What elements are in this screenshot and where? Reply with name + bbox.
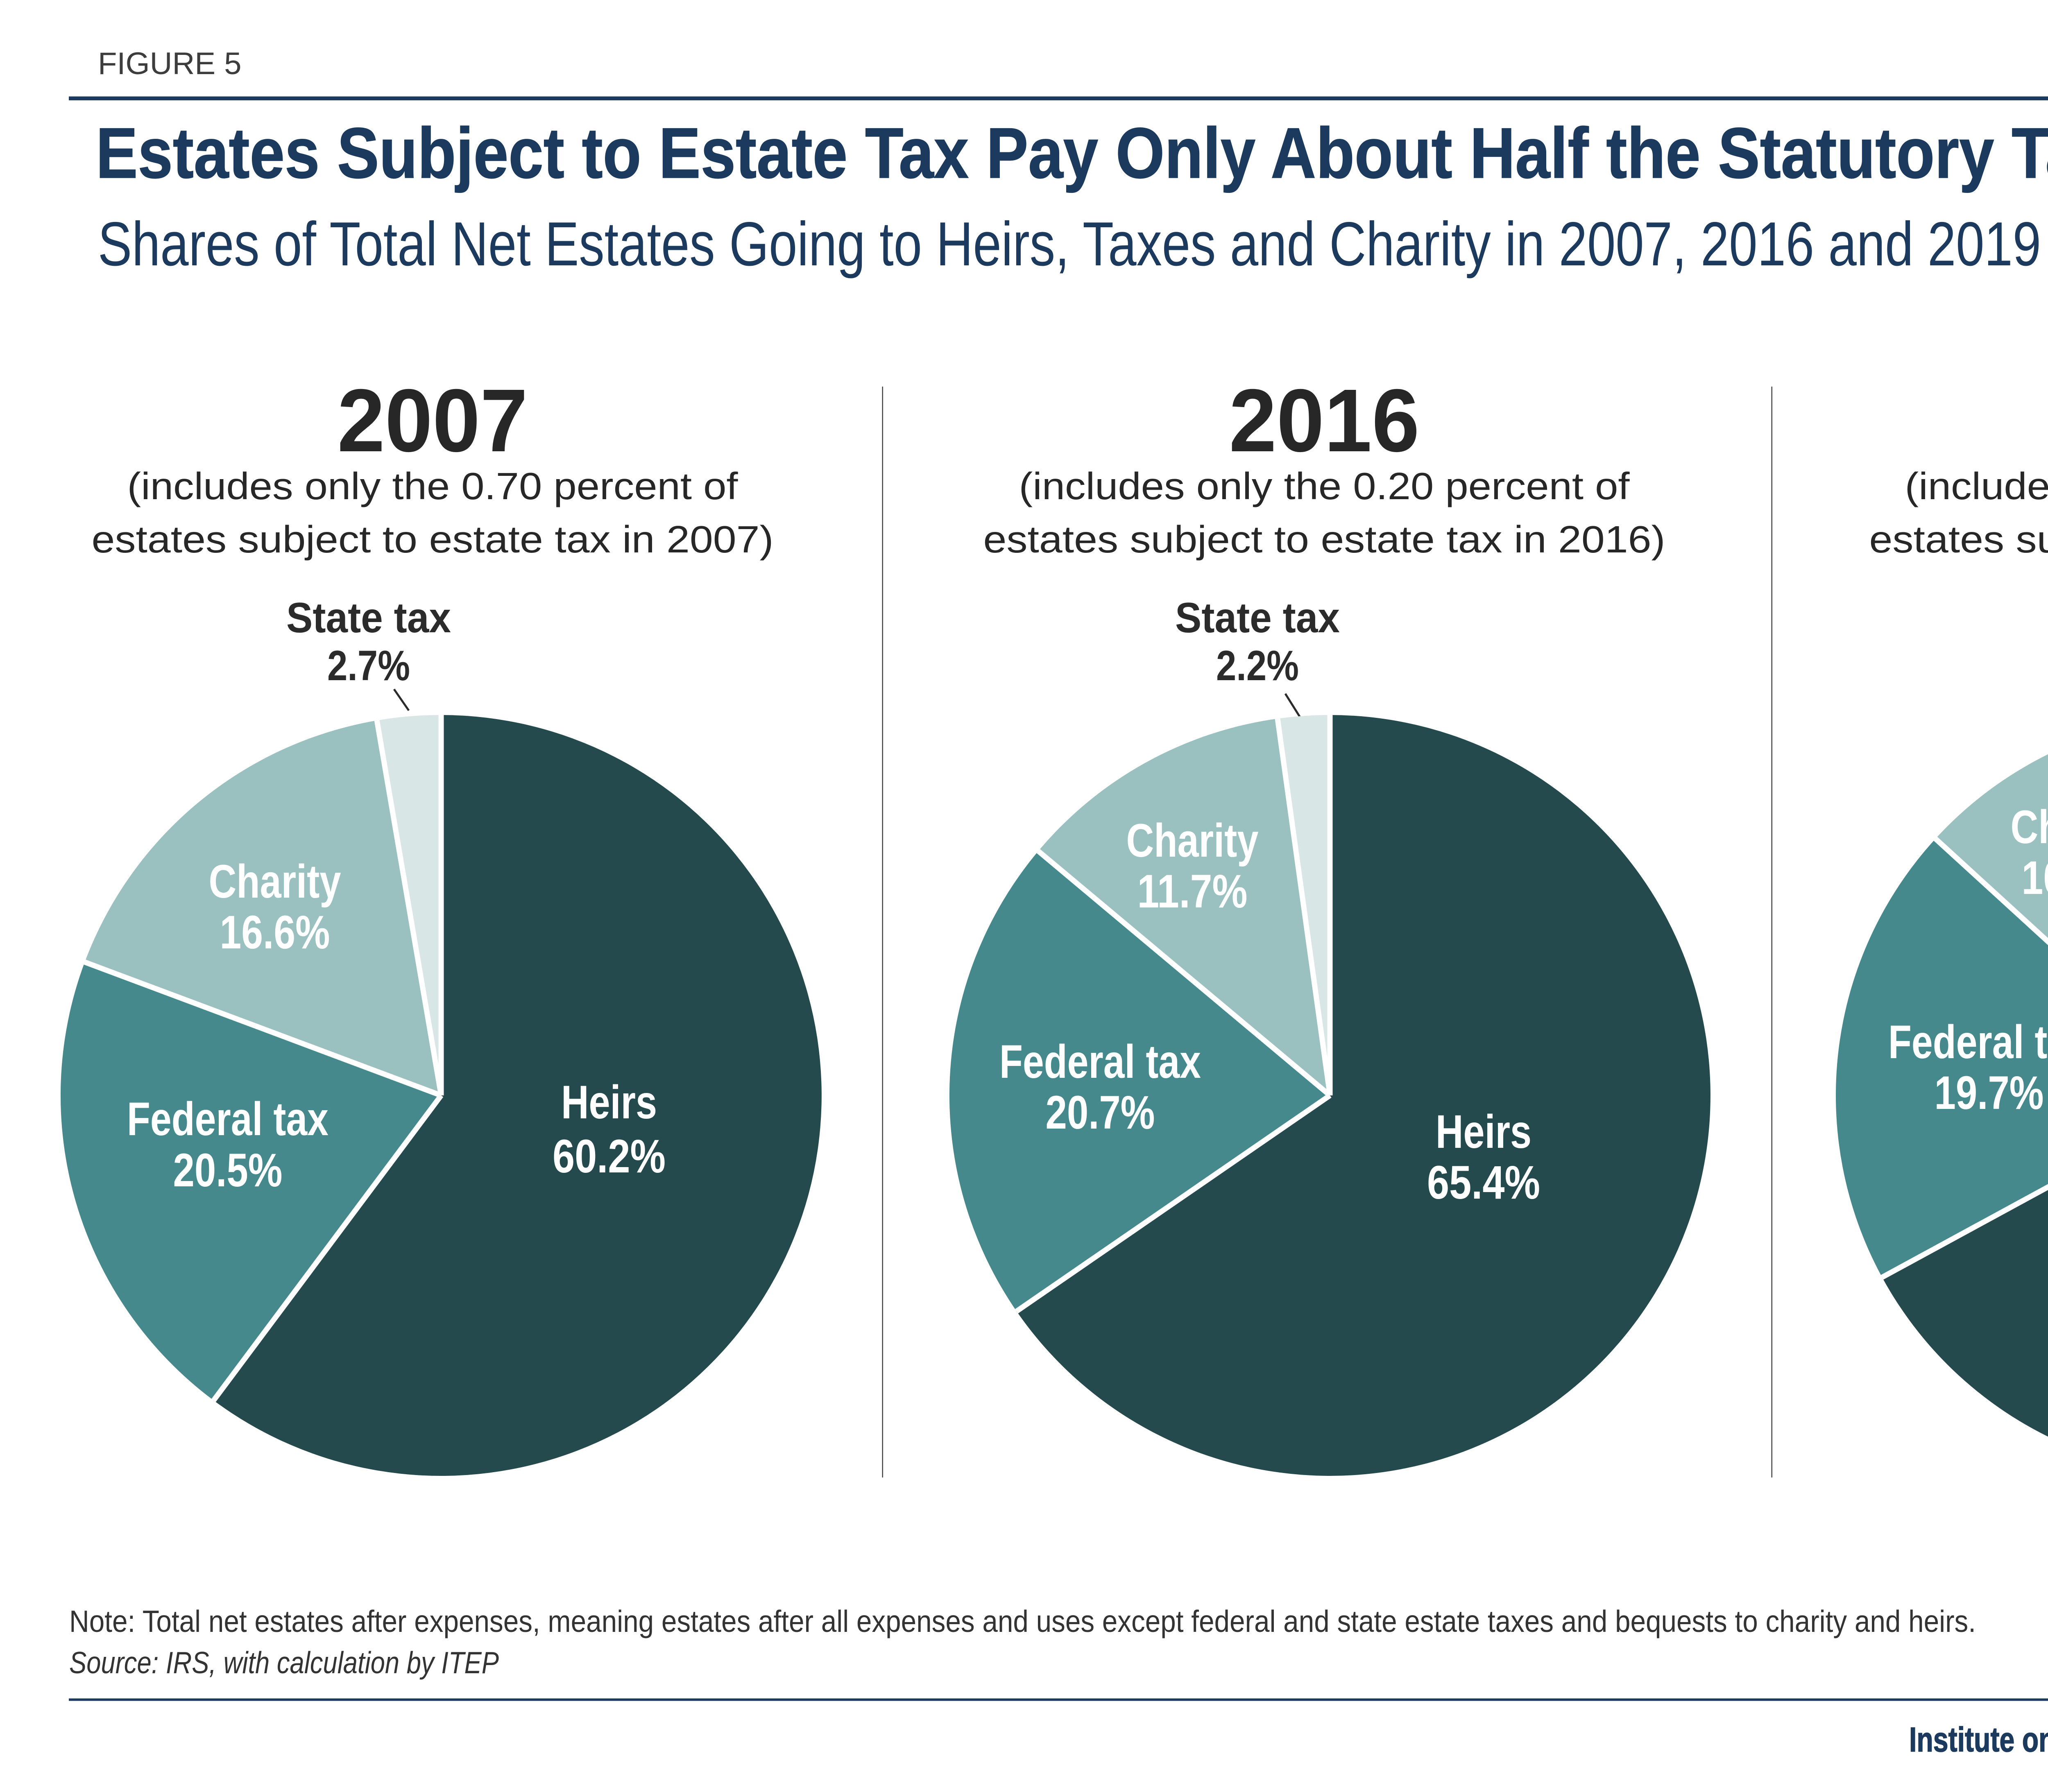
svg-text:19.7%: 19.7% (1935, 1067, 2044, 1119)
svg-text:Estates Subject to Estate Tax: Estates Subject to Estate Tax Pay Only A… (96, 113, 2048, 193)
svg-text:20.5%: 20.5% (173, 1144, 283, 1197)
svg-text:(includes only the 0.08 percen: (includes only the 0.08 percent of (1905, 465, 2048, 507)
svg-text:Shares of Total Net Estates Go: Shares of Total Net Estates Going to Hei… (98, 209, 2041, 279)
svg-text:estates subject to estate tax: estates subject to estate tax in 2016) (983, 518, 1665, 561)
svg-text:Heirs: Heirs (1436, 1106, 1531, 1158)
svg-text:estates subject to estate tax: estates subject to estate tax in 2019) (1869, 518, 2048, 561)
svg-text:11.7%: 11.7% (1137, 865, 1248, 918)
svg-text:Charity: Charity (2011, 801, 2048, 853)
svg-text:Charity: Charity (1126, 815, 1259, 867)
svg-text:estates subject to estate tax: estates subject to estate tax in 2007) (92, 518, 774, 561)
svg-text:10.7%: 10.7% (2022, 852, 2048, 904)
svg-text:FIGURE 5: FIGURE 5 (98, 46, 242, 81)
svg-text:Federal tax: Federal tax (127, 1093, 328, 1145)
svg-text:(includes only the 0.70 percen: (includes only the 0.70 percent of (127, 465, 738, 507)
svg-text:State tax: State tax (286, 594, 451, 642)
svg-text:Charity: Charity (209, 855, 341, 908)
svg-text:2007: 2007 (338, 371, 528, 471)
svg-text:Note: Total net estates after: Note: Total net estates after expenses, … (69, 1604, 1976, 1638)
svg-text:State tax: State tax (1175, 594, 1340, 642)
svg-text:Federal tax: Federal tax (1888, 1016, 2048, 1068)
svg-text:(includes only the 0.20 percen: (includes only the 0.20 percent of (1019, 465, 1630, 507)
svg-text:2016: 2016 (1229, 371, 1420, 471)
svg-text:16.6%: 16.6% (220, 906, 330, 959)
svg-text:2.7%: 2.7% (327, 642, 410, 690)
svg-text:Institute on Taxation and Econ: Institute on Taxation and Economic Polic… (1909, 1720, 2048, 1759)
svg-text:Federal tax: Federal tax (999, 1036, 1201, 1088)
svg-text:60.2%: 60.2% (553, 1130, 666, 1183)
svg-text:Heirs: Heirs (561, 1076, 657, 1129)
svg-text:Source: IRS, with calculation: Source: IRS, with calculation by ITEP (69, 1645, 499, 1680)
svg-text:20.7%: 20.7% (1046, 1086, 1155, 1139)
svg-text:65.4%: 65.4% (1427, 1156, 1540, 1209)
svg-text:2.2%: 2.2% (1216, 642, 1299, 690)
